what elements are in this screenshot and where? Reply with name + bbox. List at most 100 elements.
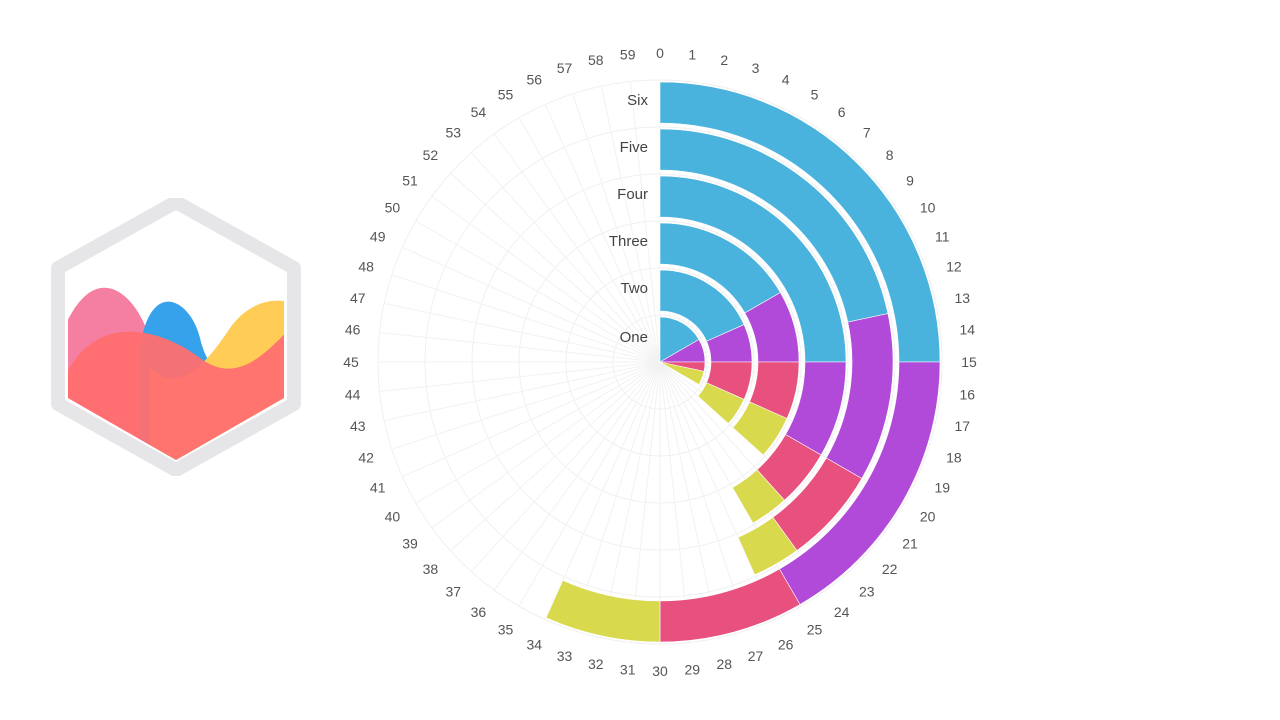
ring-label: Four (617, 186, 648, 203)
ring-label: Three (609, 233, 648, 250)
tick-label: 30 (652, 663, 668, 679)
tick-label: 36 (471, 604, 487, 620)
grid-spoke (659, 246, 918, 363)
tick-label: 44 (345, 386, 361, 402)
tick-label: 25 (807, 622, 823, 638)
grid-spoke (450, 361, 661, 552)
tick-label: 47 (350, 290, 366, 306)
grid-spoke (470, 152, 661, 363)
tick-label: 6 (838, 104, 846, 120)
tick-label: 29 (685, 661, 701, 677)
grid-spoke (659, 361, 827, 591)
tick-label: 57 (557, 60, 573, 76)
grid-spoke (659, 172, 870, 363)
bar-segment[interactable] (732, 401, 788, 456)
tick-label: 13 (954, 290, 970, 306)
tick-label: 54 (471, 104, 487, 120)
tick-label: 38 (423, 561, 439, 577)
tick-label: 19 (934, 480, 950, 496)
bar-segment[interactable] (732, 469, 785, 524)
grid-spoke (391, 274, 661, 363)
grid-spoke (431, 361, 661, 529)
tick-label: 58 (588, 52, 604, 68)
grid-spoke (493, 133, 661, 363)
tick-label: 51 (402, 172, 418, 188)
tick-label: 26 (778, 636, 794, 652)
chart-bars (545, 81, 941, 643)
tick-label: 2 (720, 52, 728, 68)
grid-spoke (544, 361, 661, 620)
grid-spoke (659, 361, 802, 607)
tick-label: 3 (752, 60, 760, 76)
grid-spoke (659, 104, 776, 363)
ring-label: Five (620, 139, 648, 156)
grid-spoke (470, 361, 661, 572)
grid-spoke (544, 104, 661, 363)
tick-label: 18 (946, 449, 962, 465)
grid-spoke (518, 117, 661, 363)
tick-label: 52 (423, 147, 439, 163)
tick-label: 32 (588, 656, 604, 672)
tick-label: 16 (960, 386, 976, 402)
tick-label: 27 (748, 648, 764, 664)
tick-label: 42 (358, 449, 374, 465)
grid-spoke (379, 332, 661, 363)
bar-segment[interactable] (697, 382, 745, 424)
tick-label: 10 (920, 200, 936, 216)
grid-spoke (450, 172, 661, 363)
tick-label: 17 (954, 418, 970, 434)
bar-segment[interactable] (659, 568, 801, 643)
bar-segment[interactable] (659, 316, 700, 363)
grid-spoke (630, 361, 661, 643)
grid-spoke (493, 361, 661, 591)
tick-label: 55 (498, 86, 514, 102)
chartjs-logo-icon (51, 198, 301, 476)
tick-label: 23 (859, 584, 875, 600)
grid-spoke (659, 195, 889, 363)
tick-label: 9 (906, 172, 914, 188)
tick-label: 11 (935, 228, 950, 244)
grid-spoke (600, 361, 661, 638)
tick-label: 59 (620, 47, 636, 63)
tick-label: 49 (370, 228, 386, 244)
grid-spoke (659, 361, 936, 422)
tick-label: 43 (350, 418, 366, 434)
grid-spoke (630, 81, 661, 363)
grid-spoke (379, 361, 661, 392)
grid-spoke (659, 274, 929, 363)
grid-spoke (659, 117, 802, 363)
grid-spoke (659, 86, 720, 363)
grid-spoke (415, 361, 661, 504)
grid-spoke (518, 361, 661, 607)
tick-label: 7 (863, 124, 871, 140)
tick-label: 22 (882, 561, 898, 577)
grid-spoke (659, 361, 850, 572)
tick-label: 28 (716, 656, 732, 672)
grid-spoke (659, 81, 690, 363)
grid-spoke (659, 361, 918, 478)
tick-label: 1 (688, 47, 696, 63)
bar-segment[interactable] (659, 361, 705, 385)
grid-spoke (659, 361, 720, 638)
grid-spoke (659, 93, 748, 363)
tick-label: 20 (920, 509, 936, 525)
ring-label: One (620, 329, 648, 346)
tick-label: 45 (343, 354, 359, 370)
grid-spoke (659, 361, 870, 552)
grid-spoke (572, 93, 661, 363)
bar-segment[interactable] (545, 579, 661, 643)
tick-label: 39 (402, 536, 418, 552)
ring-label: Six (627, 92, 648, 109)
ring-label: Two (620, 280, 648, 297)
tick-label: 33 (557, 648, 573, 664)
grid-spoke (659, 361, 941, 392)
grid-spoke (600, 86, 661, 363)
grid-spoke (384, 302, 661, 363)
tick-label: 46 (345, 322, 361, 338)
bar-segment[interactable] (737, 516, 798, 576)
tick-label: 12 (946, 259, 962, 275)
grid-spoke (431, 195, 661, 363)
grid-spoke (659, 361, 776, 620)
grid-spoke (659, 361, 889, 529)
